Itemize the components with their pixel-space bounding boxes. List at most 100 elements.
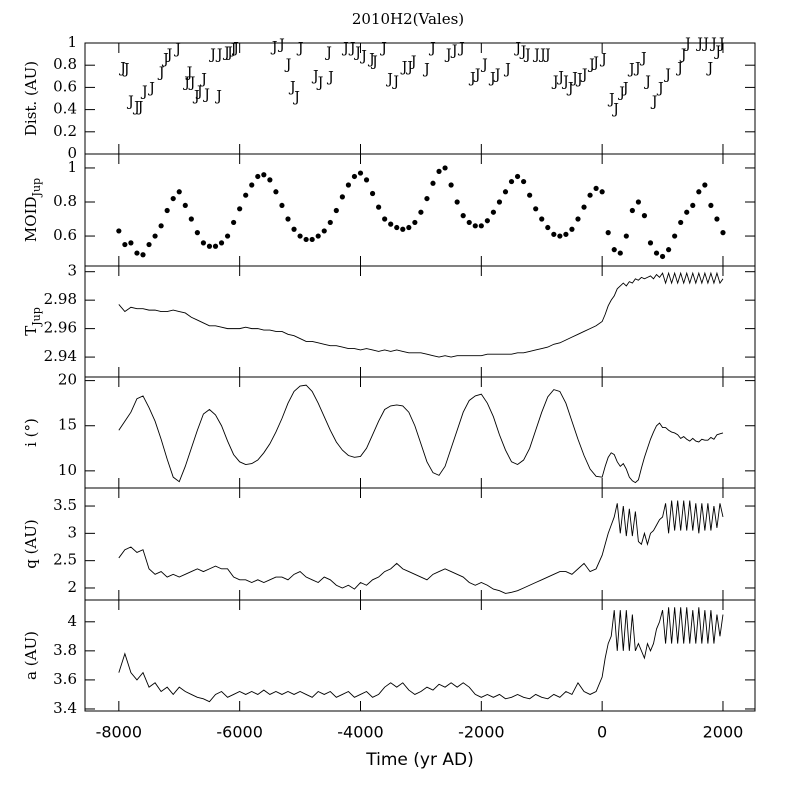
point bbox=[714, 216, 720, 222]
y-tick-label: 1 bbox=[67, 158, 77, 176]
j-marker: J bbox=[663, 67, 671, 83]
j-marker: J bbox=[444, 47, 452, 63]
point bbox=[472, 223, 478, 229]
point bbox=[466, 219, 472, 226]
point bbox=[267, 177, 273, 183]
point bbox=[339, 194, 345, 200]
point bbox=[478, 223, 484, 229]
j-marker: J bbox=[185, 65, 193, 81]
point bbox=[581, 204, 587, 210]
point bbox=[647, 240, 654, 246]
j-marker: J bbox=[717, 36, 725, 52]
j-marker: J bbox=[701, 36, 709, 52]
point bbox=[249, 182, 255, 188]
j-marker: J bbox=[341, 41, 349, 57]
point bbox=[351, 173, 358, 180]
j-marker: J bbox=[199, 72, 207, 88]
j-marker: J bbox=[229, 42, 237, 58]
j-marker: J bbox=[457, 41, 465, 57]
point bbox=[357, 170, 364, 176]
point bbox=[297, 233, 303, 239]
j-marker: J bbox=[493, 67, 501, 83]
point bbox=[164, 207, 170, 214]
j-marker: J bbox=[222, 45, 230, 61]
point bbox=[200, 240, 207, 246]
point bbox=[551, 231, 557, 237]
j-marker: J bbox=[656, 81, 664, 97]
series-line bbox=[118, 500, 724, 594]
chart-title: 2010H2(Vales) bbox=[352, 10, 464, 28]
point bbox=[128, 240, 134, 246]
j-marker: J bbox=[231, 41, 239, 57]
y-tick-label: 20 bbox=[58, 371, 77, 389]
point bbox=[720, 230, 726, 236]
point bbox=[545, 224, 551, 231]
point bbox=[514, 173, 521, 180]
point bbox=[617, 250, 623, 256]
point bbox=[448, 182, 454, 188]
j-marker: J bbox=[627, 62, 635, 78]
j-marker: J bbox=[523, 47, 531, 63]
j-marker: J bbox=[173, 42, 181, 58]
point bbox=[285, 216, 291, 222]
j-marker: J bbox=[488, 71, 496, 87]
point bbox=[418, 209, 424, 215]
point bbox=[605, 230, 611, 236]
j-marker: J bbox=[513, 41, 521, 57]
y-tick-label: 3.4 bbox=[53, 699, 77, 717]
j-marker: J bbox=[570, 71, 578, 87]
j-marker: J bbox=[599, 52, 607, 68]
point bbox=[587, 192, 593, 198]
y-axis-label-sub: Jup bbox=[30, 307, 43, 327]
y-axis-label-text: MOID bbox=[22, 196, 40, 242]
j-marker: J bbox=[556, 69, 564, 85]
panel-frame bbox=[84, 599, 756, 712]
point bbox=[369, 190, 376, 197]
point bbox=[557, 233, 563, 239]
point bbox=[641, 213, 648, 219]
point bbox=[563, 231, 569, 237]
j-marker: J bbox=[316, 75, 324, 91]
point bbox=[508, 178, 515, 185]
y-axis-label: a (AU) bbox=[22, 631, 40, 680]
point bbox=[224, 233, 231, 239]
j-marker: J bbox=[367, 52, 375, 68]
point bbox=[484, 218, 490, 224]
j-marker: J bbox=[503, 62, 511, 78]
j-marker: J bbox=[532, 47, 540, 63]
point bbox=[140, 252, 146, 258]
y-axis-label: TJup bbox=[22, 307, 43, 336]
j-marker: J bbox=[288, 79, 296, 95]
point bbox=[176, 189, 182, 195]
series-line bbox=[118, 271, 724, 358]
j-marker: J bbox=[709, 36, 717, 52]
j-marker: J bbox=[192, 88, 200, 104]
j-marker: J bbox=[422, 62, 430, 78]
point bbox=[678, 219, 684, 226]
point bbox=[599, 189, 605, 195]
j-marker: J bbox=[118, 61, 126, 77]
point bbox=[436, 168, 442, 174]
y-tick-label: 2.94 bbox=[44, 347, 77, 365]
j-marker: J bbox=[591, 55, 599, 71]
point bbox=[424, 195, 430, 202]
point bbox=[212, 243, 219, 249]
point bbox=[575, 216, 581, 222]
point bbox=[333, 207, 339, 214]
point bbox=[146, 241, 152, 248]
point bbox=[231, 219, 237, 226]
y-axis-label-text: T bbox=[22, 326, 40, 336]
j-marker: J bbox=[296, 41, 304, 57]
point bbox=[327, 219, 333, 226]
point bbox=[382, 216, 388, 222]
y-tick-label: 2 bbox=[67, 578, 77, 596]
j-marker: J bbox=[566, 81, 574, 97]
y-tick-label: 10 bbox=[58, 461, 77, 479]
j-marker: J bbox=[359, 48, 367, 64]
j-marker: J bbox=[348, 41, 356, 57]
j-marker: J bbox=[675, 61, 683, 77]
point bbox=[666, 247, 672, 253]
y-axis-label: Dist. (AU) bbox=[22, 61, 40, 136]
